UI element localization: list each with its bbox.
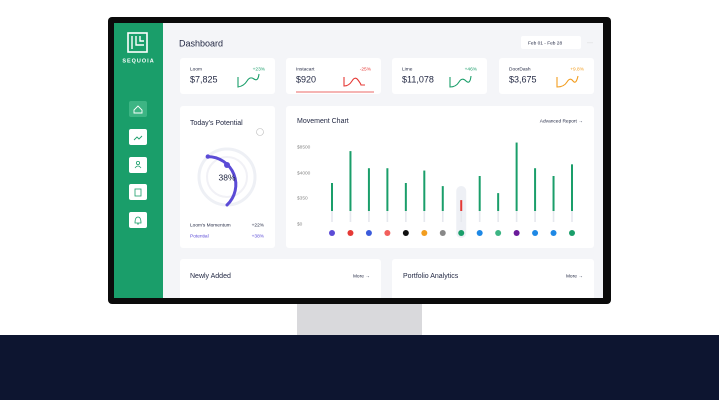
panel-title: Newly Added [190,273,231,280]
bezel-bottom [114,298,603,304]
company-icon [384,230,391,236]
chart-title: Movement Chart [297,118,349,125]
footer-band [0,335,719,400]
y-axis-label: $350 [297,195,308,201]
row-value: +22% [252,222,265,228]
company-icon [513,230,520,236]
nav-reports[interactable] [129,184,147,200]
stat-change: +46% [465,66,478,72]
stat-cards: Loom $7,825 +23% Instacart $920 -25% Lime $11,0… [180,58,594,94]
panel-title: Portfolio Analytics [403,273,459,280]
stat-name: Loom [190,66,202,72]
bar [441,186,444,211]
company-icon [402,230,409,236]
panel [180,259,381,304]
panel-link[interactable]: More → [353,273,370,279]
company-icon [421,230,428,236]
bar [460,200,463,211]
nav-notifications[interactable] [129,212,147,228]
stat-change: -25% [360,66,372,72]
row-label: Loom's Momentum [190,222,231,228]
gauge-arc [206,155,238,207]
stat-value: $11,078 [402,74,434,84]
movement-chart: $8500 $4000 $350 $0 [297,142,575,238]
date-range: Feb 01 - Feb 28 [528,40,562,46]
monitor-stand [297,303,422,335]
bar [534,168,537,211]
gauge [205,154,238,207]
company-icon [439,230,446,236]
company-icon [532,230,539,236]
gauge-icon [224,162,230,168]
bar [515,142,518,211]
bar [478,176,481,211]
nav-trends[interactable] [129,129,147,145]
bar [367,168,370,211]
brand: SEQUOIA [122,58,154,64]
company-icon [550,230,557,236]
company-icon [569,230,575,236]
stat-card [180,58,275,94]
company-icon [329,230,335,236]
sparkline [556,75,579,88]
bar [349,151,352,211]
stat-name: DoorDash [509,66,531,72]
logo [127,32,148,53]
stat-change: +23% [253,66,266,72]
advanced-report-link[interactable]: Advanced Report → [540,118,583,124]
bar [497,193,500,211]
stat-card [392,58,487,94]
nav [129,101,147,228]
stat-name: Instacart [296,66,315,72]
bar [386,168,389,211]
company-icon [495,230,502,236]
panel [392,259,594,304]
movement-card [286,106,594,248]
stat-change: +9.8% [570,66,584,72]
company-icon [347,230,354,236]
stat-value: $920 [296,74,316,84]
bar [404,183,407,211]
panel-link[interactable]: More → [566,273,583,279]
y-axis-label: $8500 [297,144,311,150]
potential-title: Today's Potential [190,120,243,127]
nav-home[interactable] [129,101,147,117]
y-axis-label: $4000 [297,170,311,176]
gauge-label: 38% [218,172,235,182]
row-label: Potential [190,233,209,239]
company-icon [365,230,372,236]
stat-card [499,58,594,94]
date-picker[interactable] [521,36,581,49]
sparkline [237,73,260,88]
sparkline [449,75,472,88]
company-icon [458,230,465,236]
stat-value: $7,825 [190,74,218,84]
bar [552,176,555,211]
stat-value: $3,675 [509,74,537,84]
stat-card [286,58,381,94]
page-title: Dashboard [179,38,223,48]
bar [571,164,573,211]
company-icon [476,230,483,236]
stat-name: Lime [402,66,413,72]
y-axis-label: $0 [297,221,303,227]
bar [423,170,426,211]
gauge-knob [205,154,211,159]
more-menu[interactable]: ··· [587,41,593,47]
sparkline [343,77,365,87]
row-value: +38% [252,233,265,239]
info-icon[interactable] [256,128,264,136]
bar [331,183,333,211]
